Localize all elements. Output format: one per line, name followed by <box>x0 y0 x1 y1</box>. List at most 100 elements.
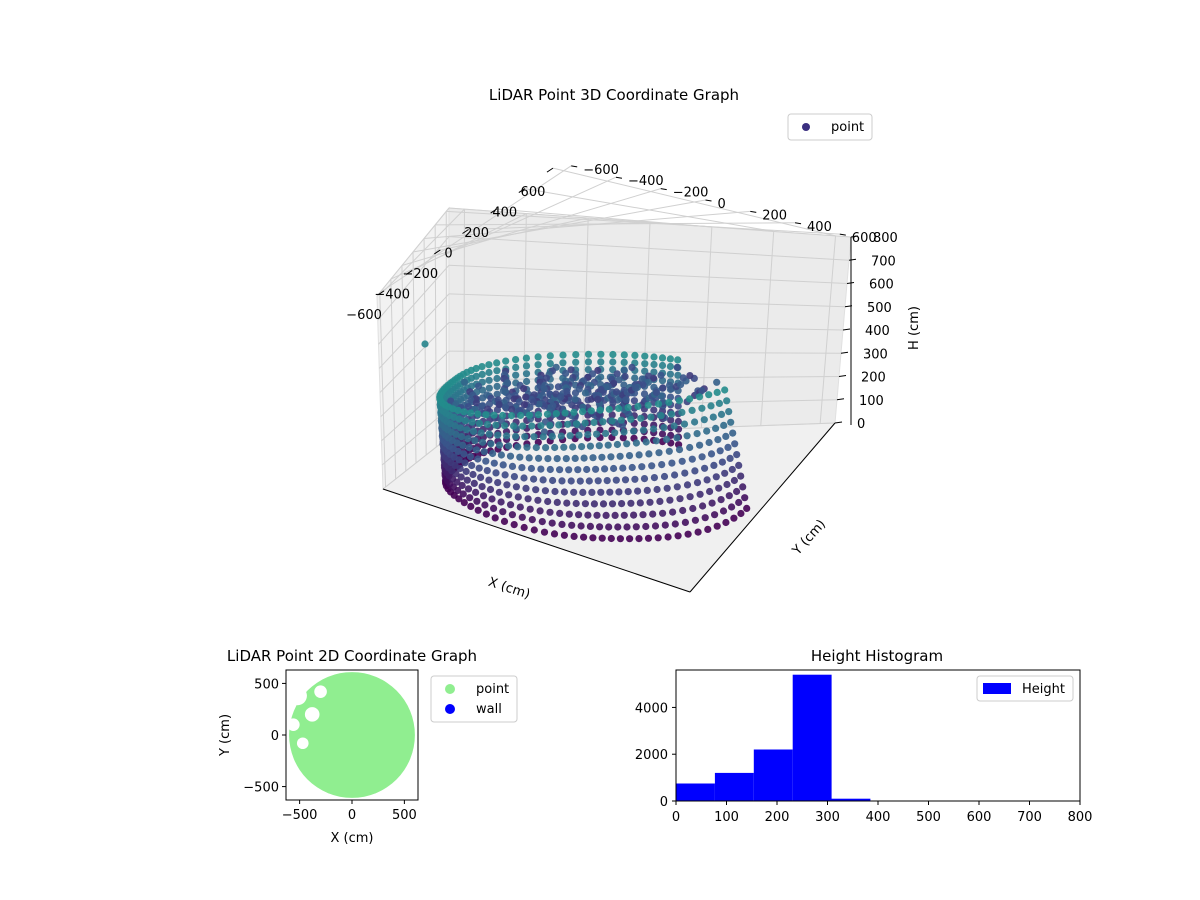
data-point-3d <box>650 425 658 433</box>
data-point-3d <box>596 523 604 531</box>
data-point-3d <box>584 350 593 358</box>
data-point-3d <box>495 400 503 409</box>
data-point-3d <box>658 377 667 385</box>
data-point-3d <box>590 500 599 508</box>
data-point-3d <box>688 455 696 463</box>
data-point-3d <box>664 533 672 541</box>
data-point-3d <box>455 456 463 464</box>
data-point-3d <box>716 447 724 455</box>
histogram-bar <box>676 783 715 801</box>
data-point-3d <box>572 351 580 359</box>
data-point-3d <box>465 444 473 452</box>
data-point-3d <box>469 427 478 435</box>
data-point-3d <box>620 428 628 436</box>
data-point-3d <box>668 459 676 467</box>
data-point-3d <box>468 461 476 470</box>
data-point-3d <box>463 476 471 484</box>
data-point-3d <box>485 430 493 438</box>
data-point-3d <box>471 437 479 445</box>
grid-line <box>424 210 751 239</box>
data-point-3d <box>534 353 542 361</box>
data-point-3d <box>570 408 578 416</box>
grid-line <box>448 236 850 261</box>
data-point-3d <box>666 362 675 371</box>
data-point-3d <box>565 466 573 474</box>
data-point-3d <box>675 397 684 405</box>
y-tick-label-hist: 0 <box>660 795 668 810</box>
data-point-3d <box>466 494 474 502</box>
data-point-3d <box>668 410 676 418</box>
data-point-3d <box>532 443 540 452</box>
data-point-3d <box>609 399 617 407</box>
legend-3d: point <box>787 113 873 141</box>
data-point-3d <box>620 381 628 389</box>
data-point-3d <box>621 372 629 381</box>
data-point-3d <box>595 442 603 450</box>
legend-3d-label: point <box>831 120 864 135</box>
data-point-3d <box>639 426 648 434</box>
data-point-3d <box>743 504 751 512</box>
histogram-bars <box>676 674 871 801</box>
data-point-3d <box>486 485 495 494</box>
data-point-3d <box>457 473 465 481</box>
data-point-3d <box>495 441 504 449</box>
data-point-3d <box>717 410 726 418</box>
grid-line <box>379 165 572 294</box>
data-point-3d <box>678 457 686 465</box>
data-point-3d <box>665 398 673 406</box>
data-point-3d <box>501 422 509 430</box>
data-point-3d <box>658 361 667 370</box>
data-point-3d <box>530 433 538 441</box>
data-point-3d <box>620 367 628 375</box>
legend-histogram-frame <box>976 675 1074 702</box>
data-point-3d <box>674 371 682 379</box>
y-tick-label-2d: 0 <box>271 729 279 744</box>
data-point-3d <box>712 473 720 481</box>
y-axis-label-3d: Y (cm) <box>789 517 829 559</box>
data-point-3d <box>640 390 649 398</box>
data-point-3d <box>704 525 712 534</box>
y-tick-label-3d: 600 <box>852 231 877 246</box>
data-point-3d <box>638 463 646 471</box>
data-point-3d <box>597 358 605 366</box>
data-point-3d <box>535 454 543 462</box>
data-point-3d <box>696 441 704 449</box>
data-point-3d <box>561 409 569 417</box>
data-point-3d <box>520 523 528 532</box>
data-point-3d <box>660 472 669 481</box>
data-point-3d <box>481 501 489 509</box>
data-point-3d <box>459 441 467 449</box>
data-point-3d <box>577 522 585 530</box>
data-point-3d <box>722 518 730 527</box>
data-point-3d <box>707 402 715 410</box>
data-point-3d <box>578 443 586 451</box>
y-tick-3d <box>750 210 757 213</box>
legend-2d-label-wall: wall <box>476 702 502 717</box>
data-point-3d <box>634 487 642 495</box>
data-point-3d <box>625 452 634 460</box>
x-tick-label-hist: 700 <box>1017 810 1042 825</box>
data-point-3d <box>550 530 559 538</box>
data-point-3d <box>558 477 566 485</box>
data-point-3d <box>630 511 638 519</box>
data-point-3d <box>534 361 542 369</box>
data-point-3d <box>472 446 480 454</box>
data-point-3d <box>512 371 520 379</box>
data-point-3d <box>715 484 723 492</box>
grid-line <box>378 293 450 369</box>
data-point-3d <box>607 534 615 543</box>
empty-region <box>304 707 320 722</box>
data-point-3d <box>493 382 501 390</box>
data-point-3d <box>490 459 498 467</box>
data-point-3d <box>661 521 669 529</box>
data-point-3d <box>654 400 663 408</box>
ticks-histogram: 0 100 200 300 400 500 600 700 800 0 2000 4000 <box>635 701 1093 825</box>
data-point-3d <box>635 451 643 459</box>
data-point-3d <box>663 435 671 443</box>
data-point-3d <box>490 411 498 419</box>
data-point-3d <box>666 496 674 504</box>
data-point-3d <box>456 464 464 473</box>
grid-line <box>401 188 661 267</box>
data-point-3d <box>650 360 658 369</box>
data-point-3d <box>485 361 493 369</box>
